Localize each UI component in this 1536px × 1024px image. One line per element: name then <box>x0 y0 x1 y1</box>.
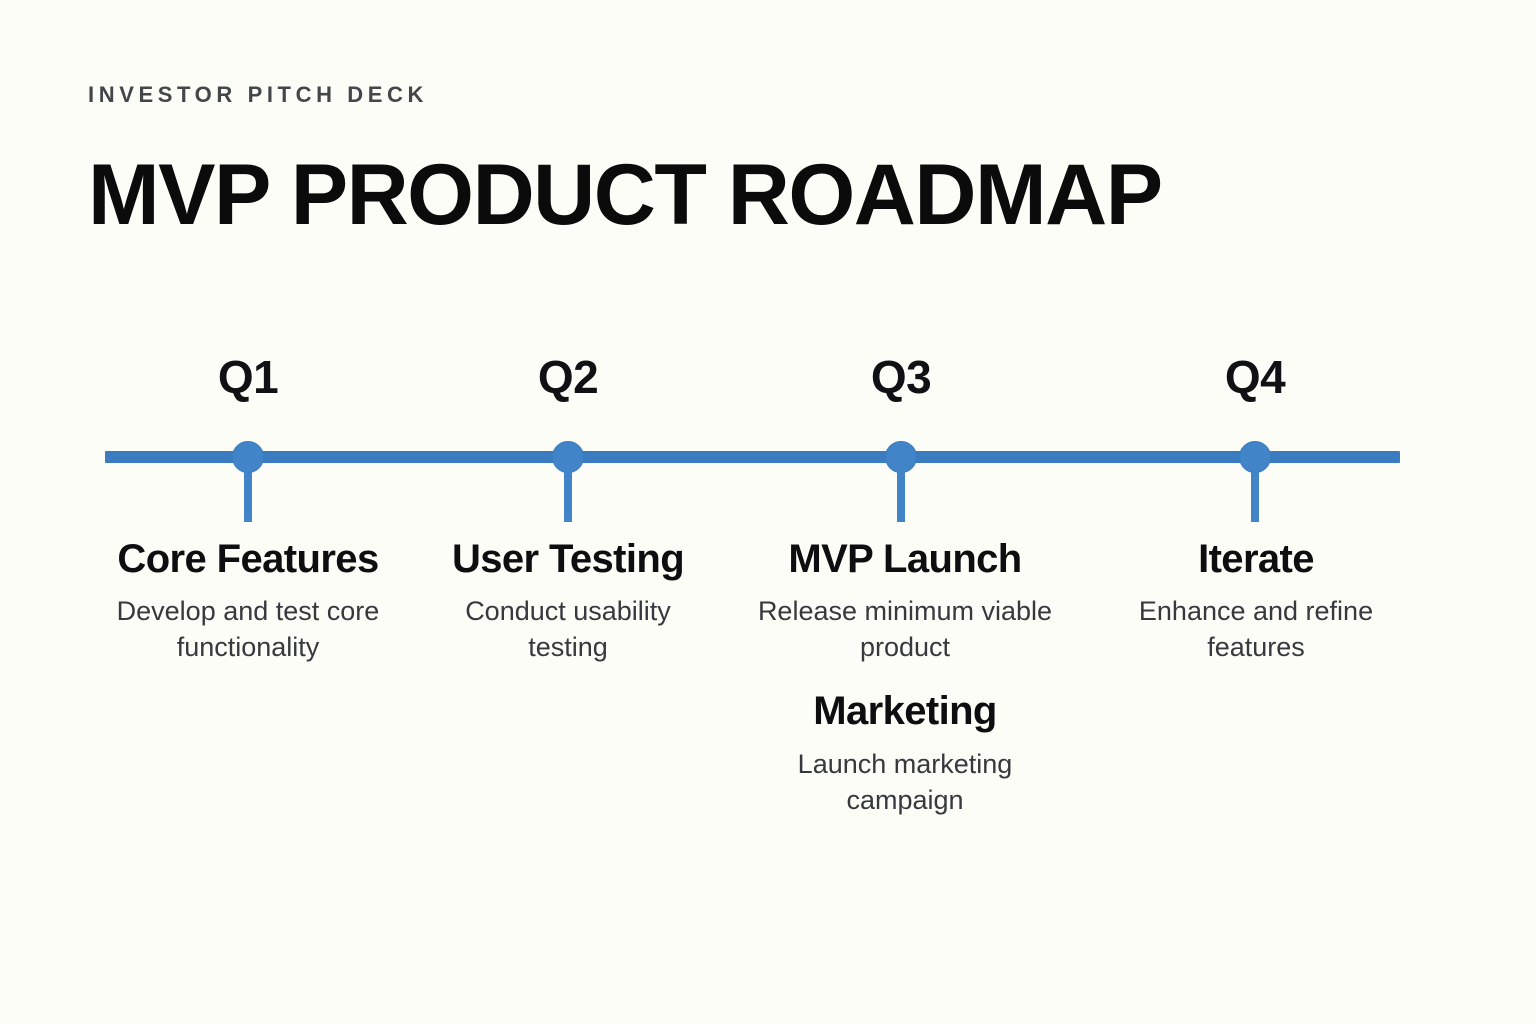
milestone-title: Core Features <box>117 537 379 581</box>
milestone-description: Conduct usability testing <box>465 596 671 663</box>
timeline-stem-q4 <box>1251 470 1259 522</box>
quarter-label-q2: Q2 <box>537 351 599 403</box>
milestone-column-q2: User Testing Conduct usability testing <box>440 536 696 666</box>
slide-eyebrow: INVESTOR PITCH DECK <box>88 82 429 107</box>
quarter-label-q1: Q1 <box>217 351 279 403</box>
timeline-stem-q1 <box>244 470 252 522</box>
milestone-description: Enhance and refine features <box>1138 596 1374 663</box>
quarter-label-q3: Q3 <box>870 351 932 403</box>
milestone-title: MVP Launch <box>788 537 1022 581</box>
milestone-description: Release minimum viable product <box>757 596 1053 663</box>
timeline-axis <box>105 451 1400 463</box>
milestone-marketing: Marketing Launch marketing campaign <box>757 688 1053 818</box>
timeline-node-q1[interactable] <box>232 441 264 473</box>
timeline-node-q2[interactable] <box>552 441 584 473</box>
milestone-description: Develop and test core functionality <box>116 596 380 663</box>
timeline-stem-q2 <box>564 470 572 522</box>
milestone-title: Iterate <box>1198 537 1314 581</box>
milestone-column-q3: MVP Launch Release minimum viable produc… <box>757 536 1053 818</box>
milestone-title: Marketing <box>813 689 997 734</box>
milestone-column-q1: Core Features Develop and test core func… <box>104 536 392 666</box>
timeline-node-q4[interactable] <box>1239 441 1271 473</box>
milestone-column-q4: Iterate Enhance and refine features <box>1128 536 1384 666</box>
timeline-stem-q3 <box>897 470 905 522</box>
quarter-label-q4: Q4 <box>1224 351 1286 403</box>
milestone-title: User Testing <box>451 537 685 581</box>
timeline-node-q3[interactable] <box>885 441 917 473</box>
milestone-user-testing: User Testing Conduct usability testing <box>440 536 696 666</box>
milestone-mvp-launch: MVP Launch Release minimum viable produc… <box>757 536 1053 666</box>
milestone-iterate: Iterate Enhance and refine features <box>1128 536 1384 666</box>
page-title: MVP PRODUCT ROADMAP <box>88 147 1163 243</box>
milestone-core-features: Core Features Develop and test core func… <box>104 536 392 666</box>
milestone-description: Launch marketing campaign <box>797 748 1013 815</box>
